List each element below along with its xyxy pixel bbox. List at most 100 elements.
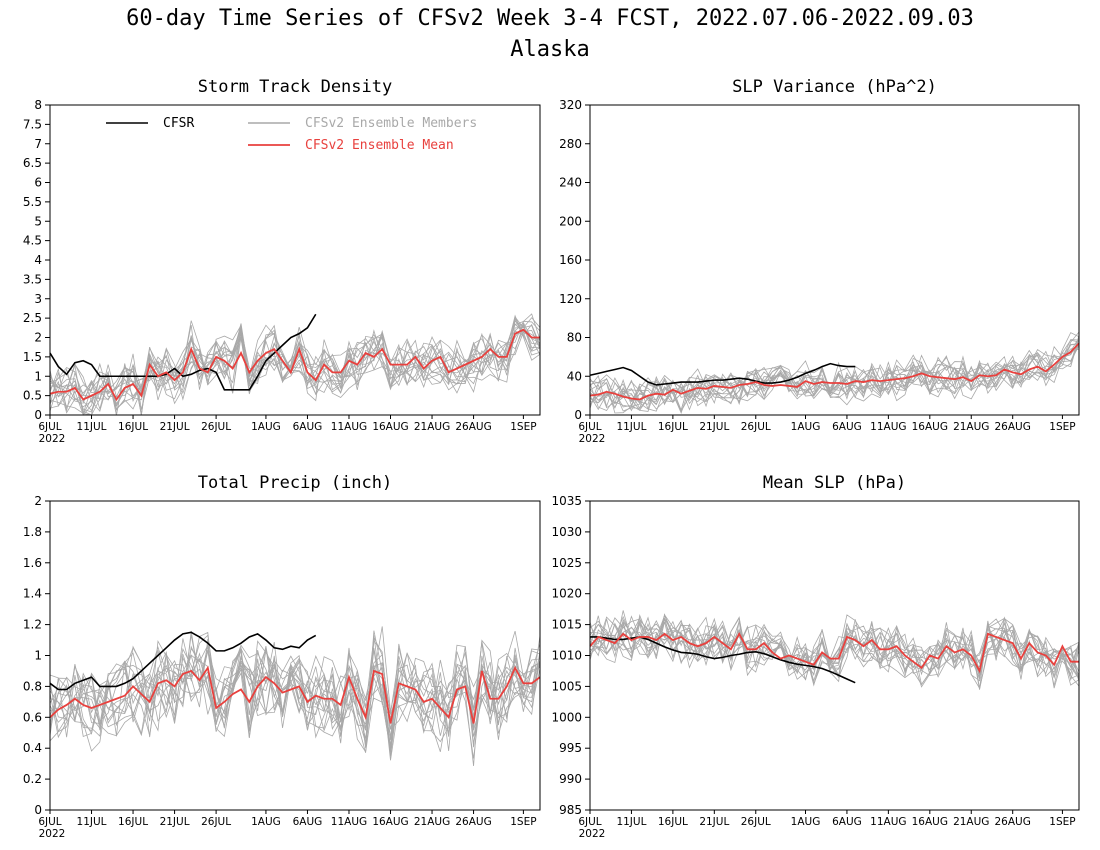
y-tick-label: 4.5	[23, 234, 42, 248]
y-tick-label: 0.4	[23, 741, 42, 755]
member-line	[589, 614, 1080, 689]
x-tick-label: 1AUG	[791, 421, 821, 433]
y-tick-label: 1025	[551, 556, 582, 570]
y-tick-label: 0	[34, 408, 42, 422]
member-line	[49, 644, 541, 761]
cfsr-line	[589, 362, 856, 386]
y-tick-label: 4	[34, 253, 42, 267]
x-tick-label: 6JUL	[38, 816, 61, 828]
panel-title: Total Precip (inch)	[198, 473, 392, 493]
y-tick-label: 1.2	[23, 618, 42, 632]
member-line	[49, 318, 541, 416]
x-tick-label: 21AUG	[953, 816, 989, 828]
y-tick-label: 7.5	[23, 117, 42, 131]
member-line	[589, 337, 1080, 410]
x-tick-label: 1SEP	[510, 816, 536, 828]
y-tick-label: 1015	[551, 618, 582, 632]
figure-title: 60-day Time Series of CFSv2 Week 3-4 FCS…	[126, 6, 974, 31]
x-year-label: 2022	[39, 433, 66, 445]
x-tick-label: 6JUL	[578, 421, 601, 433]
member-line	[589, 335, 1080, 412]
x-tick-label: 21JUL	[699, 816, 729, 828]
panel-total-precip: Total Precip (inch) 0 0.2 0.4 0.6 0.8 1 1.2 1.4 1…	[23, 473, 541, 840]
legend-cfsr-label: CFSR	[163, 116, 194, 131]
y-tick-label: 1020	[551, 587, 582, 601]
x-tick-label: 16AUG	[372, 421, 408, 433]
member-line	[589, 344, 1080, 405]
panel-title: Storm Track Density	[198, 77, 392, 97]
y-tick-label: 160	[559, 253, 582, 267]
y-tick-label: 990	[559, 772, 582, 786]
x-tick-label: 11JUL	[616, 421, 646, 433]
x-tick-label: 6AUG	[832, 816, 862, 828]
figure-subtitle: Alaska	[510, 37, 589, 62]
x-tick-label: 26JUL	[201, 816, 231, 828]
cfsr-line	[49, 313, 317, 391]
x-tick-label: 11AUG	[870, 816, 906, 828]
member-line	[589, 339, 1080, 406]
x-tick-label: 1SEP	[1049, 421, 1075, 433]
y-tick-label: 3.5	[23, 272, 42, 286]
y-tick-label: 80	[567, 331, 582, 345]
legend-mean-label: CFSv2 Ensemble Mean	[305, 138, 454, 153]
x-tick-label: 16AUG	[912, 421, 948, 433]
y-tick-label: 1.6	[23, 556, 42, 570]
x-tick-label: 6AUG	[832, 421, 862, 433]
y-tick-label: 1.5	[23, 350, 42, 364]
member-line	[49, 635, 541, 731]
x-tick-label: 1AUG	[251, 421, 281, 433]
member-line	[49, 639, 541, 751]
y-tick-label: 1000	[551, 710, 582, 724]
y-tick-label: 1030	[551, 525, 582, 539]
y-tick-label: 1	[34, 369, 42, 383]
y-tick-label: 200	[559, 214, 582, 228]
ensemble-mean-line	[589, 631, 1079, 674]
y-tick-label: 985	[559, 803, 582, 817]
x-year-label: 2022	[39, 828, 66, 840]
panel-title: SLP Variance (hPa^2)	[732, 77, 937, 97]
member-line	[49, 634, 541, 739]
y-tick-label: 240	[559, 176, 582, 190]
x-year-label: 2022	[579, 828, 606, 840]
y-tick-label: 1005	[551, 679, 582, 693]
y-tick-label: 2	[34, 331, 42, 345]
member-line	[49, 635, 541, 751]
x-tick-label: 1AUG	[791, 816, 821, 828]
ensemble-members	[589, 331, 1080, 414]
y-tick-label: 3	[34, 292, 42, 306]
x-tick-label: 21JUL	[699, 421, 729, 433]
y-tick-label: 7	[34, 137, 42, 151]
x-tick-label: 16AUG	[372, 816, 408, 828]
member-line	[589, 615, 1080, 680]
ensemble-members	[49, 626, 541, 766]
x-tick-label: 11AUG	[331, 421, 367, 433]
y-tick-label: 0.5	[23, 389, 42, 403]
x-tick-label: 26AUG	[455, 421, 491, 433]
x-tick-label: 11AUG	[331, 816, 367, 828]
chart-legend: CFSR CFSv2 Ensemble Members CFSv2 Ensemb…	[106, 116, 477, 153]
x-tick-label: 6AUG	[293, 421, 323, 433]
x-tick-label: 11JUL	[616, 816, 646, 828]
y-tick-label: 1010	[551, 649, 582, 663]
y-tick-label: 0.2	[23, 772, 42, 786]
member-line	[49, 634, 541, 752]
cfsr-line	[590, 636, 856, 684]
member-line	[49, 321, 541, 416]
member-line	[49, 324, 541, 415]
x-tick-label: 21AUG	[953, 421, 989, 433]
x-tick-label: 16JUL	[658, 421, 688, 433]
y-tick-label: 995	[559, 741, 582, 755]
panel-slp-variance: SLP Variance (hPa^2) 0 40 80 120 160 200 240 280…	[559, 77, 1080, 445]
x-tick-label: 11JUL	[77, 421, 107, 433]
member-line	[589, 617, 1080, 686]
x-tick-label: 21JUL	[160, 421, 190, 433]
panel-storm-track-density: Storm Track Density 0 0.5 1 1.5 2 2.5 3 3.5 4 4.5 5…	[23, 77, 541, 445]
x-tick-label: 1SEP	[1049, 816, 1075, 828]
ensemble-mean-line	[49, 665, 541, 724]
y-tick-label: 0	[34, 803, 42, 817]
x-tick-label: 6AUG	[293, 816, 323, 828]
y-tick-label: 0.8	[23, 679, 42, 693]
member-line	[49, 635, 541, 752]
x-tick-label: 16AUG	[912, 816, 948, 828]
member-line	[49, 651, 541, 744]
